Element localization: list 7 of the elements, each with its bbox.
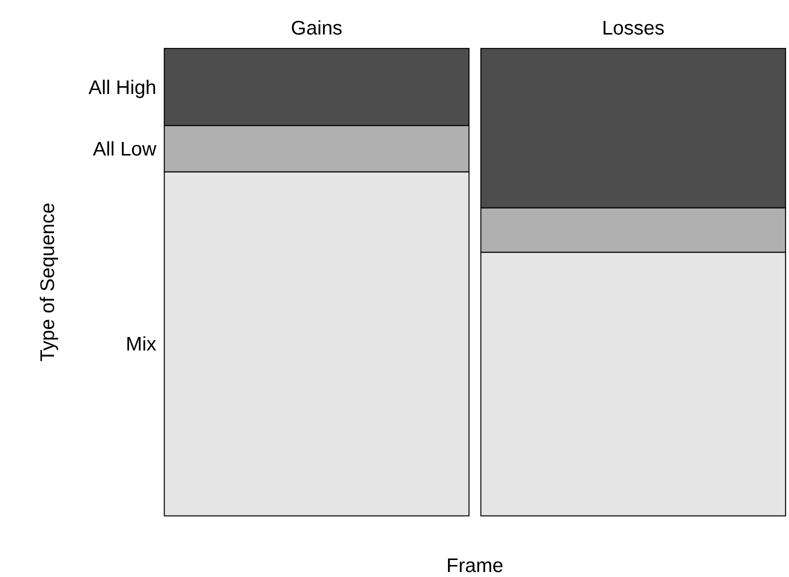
x-tick-label: Gains <box>290 18 343 40</box>
x-tick-label: Losses <box>602 18 665 40</box>
series-label: All Low <box>92 138 158 161</box>
series-label: Mix <box>126 334 157 356</box>
series-label: All High <box>88 76 156 99</box>
x-axis-title: Frame <box>446 555 504 577</box>
y-axis-title: Type of Sequence <box>36 202 59 362</box>
